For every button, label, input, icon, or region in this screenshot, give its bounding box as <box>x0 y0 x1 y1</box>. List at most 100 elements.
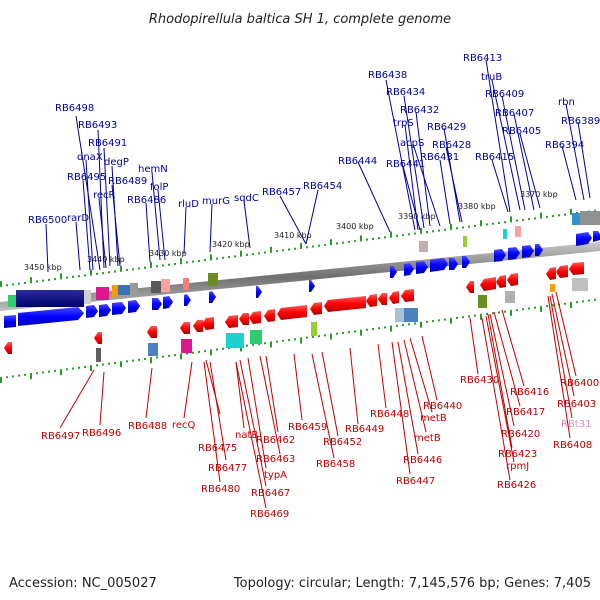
feature-box[interactable] <box>311 322 317 336</box>
gene-label-rb6409[interactable]: RB6409 <box>485 89 524 100</box>
feature-box[interactable] <box>161 279 170 292</box>
gene-label-rb6463[interactable]: RB6463 <box>256 454 295 465</box>
gene-arrow-reverse[interactable] <box>378 293 387 305</box>
gene-label-rb6500[interactable]: RB6500 <box>28 215 67 226</box>
gene-label-rb6459[interactable]: RB6459 <box>288 422 327 433</box>
gene-label-rb6428[interactable]: RB6428 <box>432 140 471 151</box>
gene-arrow-forward[interactable] <box>209 291 216 303</box>
gene-label-sqdc[interactable]: sqdC <box>234 193 259 204</box>
gene-label-rard[interactable]: rarD <box>67 213 89 224</box>
gene-label-acps[interactable]: acpS <box>400 138 424 149</box>
feature-box[interactable] <box>151 281 161 293</box>
gene-arrow-forward[interactable] <box>4 315 16 328</box>
gene-arrow-forward[interactable] <box>404 263 414 276</box>
feature-box[interactable] <box>84 290 91 304</box>
feature-box[interactable] <box>478 295 487 308</box>
gene-label-rb6497[interactable]: RB6497 <box>41 431 80 442</box>
gene-arrow-reverse[interactable] <box>4 342 12 354</box>
gene-label-rb6407[interactable]: RB6407 <box>495 108 534 119</box>
gene-arrow-forward[interactable] <box>522 245 534 258</box>
feature-box[interactable] <box>148 343 158 356</box>
gene-label-rbt31[interactable]: RBt31 <box>561 419 591 430</box>
gene-label-trps[interactable]: trpS <box>393 118 414 129</box>
gene-label-hemn[interactable]: hemN <box>138 164 168 175</box>
gene-arrow-reverse[interactable] <box>556 265 568 278</box>
gene-label-rb6444[interactable]: RB6444 <box>338 156 377 167</box>
feature-box[interactable] <box>130 283 138 295</box>
gene-label-rb6457[interactable]: RB6457 <box>262 187 301 198</box>
feature-box[interactable] <box>96 348 101 362</box>
gene-arrow-reverse[interactable] <box>480 277 496 291</box>
gene-label-rb6415[interactable]: RB6415 <box>475 152 514 163</box>
gene-label-rb6448[interactable]: RB6448 <box>370 409 409 420</box>
gene-label-rb6467[interactable]: RB6467 <box>251 488 290 499</box>
gene-arrow-forward[interactable] <box>430 258 448 272</box>
feature-box[interactable] <box>226 333 244 348</box>
gene-arrow-forward[interactable] <box>112 302 126 315</box>
gene-label-rb6389[interactable]: RB6389 <box>561 116 600 127</box>
gene-label-rb6394[interactable]: RB6394 <box>545 140 584 151</box>
feature-box[interactable] <box>96 287 109 300</box>
gene-label-rb6403[interactable]: RB6403 <box>557 399 596 410</box>
gene-label-natb[interactable]: natB <box>235 430 258 441</box>
gene-label-rb6452[interactable]: RB6452 <box>323 437 362 448</box>
gene-label-rb6429[interactable]: RB6429 <box>427 122 466 133</box>
gene-arrow-reverse[interactable] <box>507 273 518 286</box>
gene-arrow-forward[interactable] <box>535 244 543 256</box>
feature-box[interactable] <box>572 213 580 225</box>
gene-label-rb6493[interactable]: RB6493 <box>78 120 117 131</box>
gene-label-rlud[interactable]: rluD <box>178 199 199 210</box>
gene-label-rb6475[interactable]: RB6475 <box>198 443 237 454</box>
gene-arrow-reverse[interactable] <box>94 332 102 344</box>
gene-arrow-reverse[interactable] <box>546 267 556 280</box>
feature-box[interactable] <box>580 211 600 225</box>
gene-label-rb6430[interactable]: RB6430 <box>460 375 499 386</box>
gene-arrow-forward[interactable] <box>576 232 592 246</box>
gene-arrow-forward[interactable] <box>309 280 315 292</box>
gene-label-rb6426[interactable]: RB6426 <box>497 480 536 491</box>
gene-arrow-forward[interactable] <box>152 298 162 310</box>
gene-arrow-reverse[interactable] <box>193 320 203 332</box>
gene-arrow-reverse[interactable] <box>496 275 506 288</box>
gene-label-rbn[interactable]: rbn <box>558 97 575 108</box>
gene-label-rb6486[interactable]: RB6486 <box>127 195 166 206</box>
gene-arrow-forward[interactable] <box>86 305 98 318</box>
gene-label-rb6454[interactable]: RB6454 <box>303 181 342 192</box>
gene-arrow-reverse[interactable] <box>239 313 249 325</box>
gene-label-recq[interactable]: recQ <box>172 420 196 431</box>
gene-label-rb6498[interactable]: RB6498 <box>55 103 94 114</box>
gene-label-rb6420[interactable]: RB6420 <box>501 429 540 440</box>
gene-arrow-forward[interactable] <box>508 247 520 260</box>
feature-box[interactable] <box>503 229 507 239</box>
feature-box[interactable] <box>183 278 189 290</box>
gene-label-degp[interactable]: degP <box>104 157 129 168</box>
gene-arrow-forward[interactable] <box>128 300 140 313</box>
feature-box[interactable] <box>395 308 404 322</box>
gene-label-rb6441[interactable]: RB6441 <box>386 159 425 170</box>
feature-box[interactable] <box>515 226 521 237</box>
gene-label-rb6416[interactable]: RB6416 <box>510 387 549 398</box>
gene-label-rb6458[interactable]: RB6458 <box>316 459 355 470</box>
gene-arrow-reverse[interactable] <box>147 326 157 338</box>
gene-arrow-reverse[interactable] <box>277 305 307 320</box>
gene-label-rb6477[interactable]: RB6477 <box>208 463 247 474</box>
gene-label-rb6417[interactable]: RB6417 <box>506 407 545 418</box>
gene-label-rb6446[interactable]: RB6446 <box>403 455 442 466</box>
gene-arrow-reverse[interactable] <box>310 302 322 315</box>
gene-label-rb6431[interactable]: RB6431 <box>420 152 459 163</box>
gene-arrow-reverse[interactable] <box>569 262 584 275</box>
gene-label-dnax[interactable]: dnaX <box>77 152 103 163</box>
gene-arrow-reverse[interactable] <box>264 309 275 322</box>
gene-label-rb6432[interactable]: RB6432 <box>400 105 439 116</box>
feature-box[interactable] <box>550 284 555 292</box>
gene-arrow-reverse[interactable] <box>225 315 238 328</box>
gene-label-rpmj[interactable]: rpmJ <box>506 461 529 472</box>
gene-arrow-forward[interactable] <box>99 304 111 317</box>
gene-label-rb6489[interactable]: RB6489 <box>108 176 147 187</box>
gene-arrow-forward[interactable] <box>494 249 506 262</box>
feature-box[interactable] <box>208 273 218 286</box>
feature-box[interactable] <box>181 339 192 353</box>
feature-box[interactable] <box>419 241 428 252</box>
feature-box[interactable] <box>16 290 84 307</box>
gene-arrow-reverse[interactable] <box>366 294 377 307</box>
